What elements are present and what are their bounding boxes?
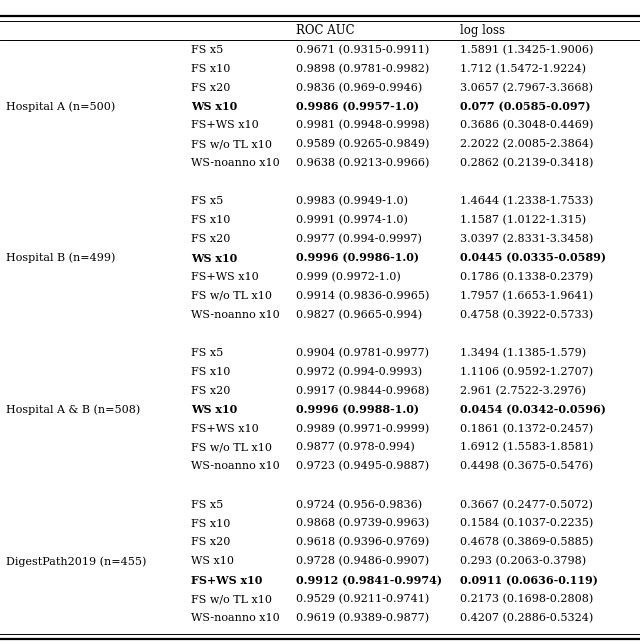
Text: 0.1584 (0.1037-0.2235): 0.1584 (0.1037-0.2235) (460, 519, 593, 529)
Text: 0.9589 (0.9265-0.9849): 0.9589 (0.9265-0.9849) (296, 139, 429, 149)
Text: FS x10: FS x10 (191, 215, 230, 226)
Text: 0.9671 (0.9315-0.9911): 0.9671 (0.9315-0.9911) (296, 45, 429, 55)
Text: 3.0657 (2.7967-3.3668): 3.0657 (2.7967-3.3668) (460, 83, 593, 93)
Text: 0.0454 (0.0342-0.0596): 0.0454 (0.0342-0.0596) (460, 404, 605, 415)
Text: FS x5: FS x5 (191, 348, 223, 358)
Text: 1.3494 (1.1385-1.579): 1.3494 (1.1385-1.579) (460, 348, 586, 358)
Text: 0.293 (0.2063-0.3798): 0.293 (0.2063-0.3798) (460, 556, 586, 567)
Text: 0.4758 (0.3922-0.5733): 0.4758 (0.3922-0.5733) (460, 310, 593, 320)
Text: WS x10: WS x10 (191, 253, 237, 263)
Text: FS x20: FS x20 (191, 234, 230, 244)
Text: FS x10: FS x10 (191, 63, 230, 74)
Text: log loss: log loss (460, 24, 504, 37)
Text: FS x5: FS x5 (191, 45, 223, 55)
Text: 0.9827 (0.9665-0.994): 0.9827 (0.9665-0.994) (296, 310, 422, 320)
Text: FS x20: FS x20 (191, 537, 230, 547)
Text: 0.1786 (0.1338-0.2379): 0.1786 (0.1338-0.2379) (460, 272, 593, 282)
Text: 0.9977 (0.994-0.9997): 0.9977 (0.994-0.9997) (296, 234, 422, 244)
Text: 2.2022 (2.0085-2.3864): 2.2022 (2.0085-2.3864) (460, 139, 593, 149)
Text: 0.9972 (0.994-0.9993): 0.9972 (0.994-0.9993) (296, 367, 422, 377)
Text: 0.9917 (0.9844-0.9968): 0.9917 (0.9844-0.9968) (296, 386, 429, 396)
Text: FS x5: FS x5 (191, 196, 223, 206)
Text: FS x5: FS x5 (191, 499, 223, 510)
Text: FS+WS x10: FS+WS x10 (191, 424, 259, 434)
Text: 0.9529 (0.9211-0.9741): 0.9529 (0.9211-0.9741) (296, 594, 429, 604)
Text: 0.9904 (0.9781-0.9977): 0.9904 (0.9781-0.9977) (296, 348, 429, 358)
Text: 1.4644 (1.2338-1.7533): 1.4644 (1.2338-1.7533) (460, 196, 593, 206)
Text: 0.9868 (0.9739-0.9963): 0.9868 (0.9739-0.9963) (296, 519, 429, 529)
Text: 0.9723 (0.9495-0.9887): 0.9723 (0.9495-0.9887) (296, 462, 429, 472)
Text: 0.0445 (0.0335-0.0589): 0.0445 (0.0335-0.0589) (460, 253, 605, 263)
Text: 1.1106 (0.9592-1.2707): 1.1106 (0.9592-1.2707) (460, 367, 593, 377)
Text: 0.4678 (0.3869-0.5885): 0.4678 (0.3869-0.5885) (460, 537, 593, 547)
Text: 0.9618 (0.9396-0.9769): 0.9618 (0.9396-0.9769) (296, 537, 429, 547)
Text: FS+WS x10: FS+WS x10 (191, 575, 262, 586)
Text: 1.6912 (1.5583-1.8581): 1.6912 (1.5583-1.8581) (460, 442, 593, 453)
Text: Hospital B (n=499): Hospital B (n=499) (6, 253, 116, 263)
Text: Hospital A (n=500): Hospital A (n=500) (6, 101, 116, 112)
Text: FS x20: FS x20 (191, 83, 230, 93)
Text: 3.0397 (2.8331-3.3458): 3.0397 (2.8331-3.3458) (460, 234, 593, 244)
Text: 0.9619 (0.9389-0.9877): 0.9619 (0.9389-0.9877) (296, 613, 429, 623)
Text: FS w/o TL x10: FS w/o TL x10 (191, 139, 272, 149)
Text: 1.712 (1.5472-1.9224): 1.712 (1.5472-1.9224) (460, 63, 586, 74)
Text: 0.9912 (0.9841-0.9974): 0.9912 (0.9841-0.9974) (296, 575, 442, 586)
Text: 0.3667 (0.2477-0.5072): 0.3667 (0.2477-0.5072) (460, 499, 593, 510)
Text: 0.9986 (0.9957-1.0): 0.9986 (0.9957-1.0) (296, 101, 419, 112)
Text: 0.9996 (0.9986-1.0): 0.9996 (0.9986-1.0) (296, 253, 419, 263)
Text: 1.1587 (1.0122-1.315): 1.1587 (1.0122-1.315) (460, 215, 586, 226)
Text: 0.4207 (0.2886-0.5324): 0.4207 (0.2886-0.5324) (460, 613, 593, 623)
Text: WS x10: WS x10 (191, 101, 237, 112)
Text: 0.2862 (0.2139-0.3418): 0.2862 (0.2139-0.3418) (460, 158, 593, 169)
Text: WS-noanno x10: WS-noanno x10 (191, 462, 280, 472)
Text: FS+WS x10: FS+WS x10 (191, 121, 259, 131)
Text: 2.961 (2.7522-3.2976): 2.961 (2.7522-3.2976) (460, 386, 586, 396)
Text: 1.7957 (1.6653-1.9641): 1.7957 (1.6653-1.9641) (460, 291, 593, 301)
Text: FS w/o TL x10: FS w/o TL x10 (191, 291, 272, 301)
Text: FS x10: FS x10 (191, 367, 230, 377)
Text: FS x20: FS x20 (191, 386, 230, 396)
Text: WS-noanno x10: WS-noanno x10 (191, 310, 280, 320)
Text: FS+WS x10: FS+WS x10 (191, 272, 259, 282)
Text: 0.999 (0.9972-1.0): 0.999 (0.9972-1.0) (296, 272, 401, 282)
Text: 0.9989 (0.9971-0.9999): 0.9989 (0.9971-0.9999) (296, 424, 429, 434)
Text: 1.5891 (1.3425-1.9006): 1.5891 (1.3425-1.9006) (460, 45, 593, 55)
Text: 0.9898 (0.9781-0.9982): 0.9898 (0.9781-0.9982) (296, 63, 429, 74)
Text: 0.9724 (0.956-0.9836): 0.9724 (0.956-0.9836) (296, 499, 422, 510)
Text: 0.4498 (0.3675-0.5476): 0.4498 (0.3675-0.5476) (460, 462, 593, 472)
Text: 0.9983 (0.9949-1.0): 0.9983 (0.9949-1.0) (296, 196, 408, 206)
Text: 0.0911 (0.0636-0.119): 0.0911 (0.0636-0.119) (460, 575, 597, 586)
Text: ROC AUC: ROC AUC (296, 24, 355, 37)
Text: FS w/o TL x10: FS w/o TL x10 (191, 594, 272, 604)
Text: 0.9991 (0.9974-1.0): 0.9991 (0.9974-1.0) (296, 215, 408, 226)
Text: FS w/o TL x10: FS w/o TL x10 (191, 442, 272, 453)
Text: WS-noanno x10: WS-noanno x10 (191, 613, 280, 623)
Text: DigestPath2019 (n=455): DigestPath2019 (n=455) (6, 556, 147, 567)
Text: WS x10: WS x10 (191, 404, 237, 415)
Text: WS x10: WS x10 (191, 556, 234, 567)
Text: 0.9996 (0.9988-1.0): 0.9996 (0.9988-1.0) (296, 404, 419, 415)
Text: FS x10: FS x10 (191, 519, 230, 529)
Text: 0.9877 (0.978-0.994): 0.9877 (0.978-0.994) (296, 442, 415, 453)
Text: 0.2173 (0.1698-0.2808): 0.2173 (0.1698-0.2808) (460, 594, 593, 604)
Text: 0.3686 (0.3048-0.4469): 0.3686 (0.3048-0.4469) (460, 121, 593, 131)
Text: 0.9914 (0.9836-0.9965): 0.9914 (0.9836-0.9965) (296, 291, 429, 301)
Text: 0.9836 (0.969-0.9946): 0.9836 (0.969-0.9946) (296, 83, 422, 93)
Text: 0.1861 (0.1372-0.2457): 0.1861 (0.1372-0.2457) (460, 424, 593, 434)
Text: 0.077 (0.0585-0.097): 0.077 (0.0585-0.097) (460, 101, 590, 112)
Text: Hospital A & B (n=508): Hospital A & B (n=508) (6, 404, 141, 415)
Text: 0.9728 (0.9486-0.9907): 0.9728 (0.9486-0.9907) (296, 556, 429, 567)
Text: 0.9638 (0.9213-0.9966): 0.9638 (0.9213-0.9966) (296, 158, 429, 169)
Text: WS-noanno x10: WS-noanno x10 (191, 158, 280, 169)
Text: 0.9981 (0.9948-0.9998): 0.9981 (0.9948-0.9998) (296, 121, 429, 131)
